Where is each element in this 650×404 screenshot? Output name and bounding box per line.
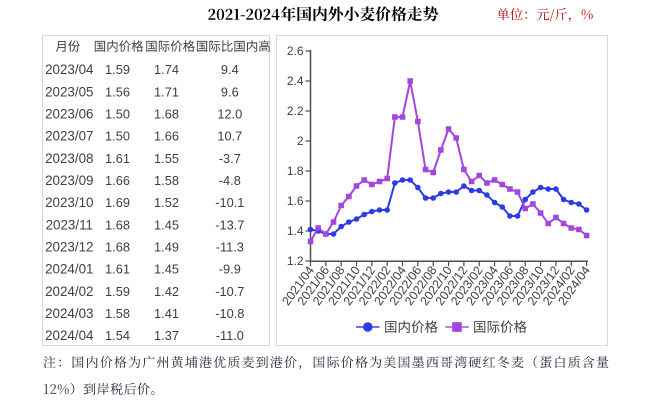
svg-text:-9.9: -9.9 <box>219 262 241 277</box>
svg-text:1.42: 1.42 <box>154 284 179 299</box>
svg-text:1.49: 1.49 <box>154 240 179 255</box>
svg-text:1.2: 1.2 <box>287 254 304 268</box>
svg-text:-11.3: -11.3 <box>216 240 244 255</box>
svg-text:1.68: 1.68 <box>105 240 130 255</box>
svg-text:2024/01: 2024/01 <box>45 262 93 277</box>
svg-text:2023/11: 2023/11 <box>46 217 93 232</box>
svg-text:9.4: 9.4 <box>221 62 239 77</box>
svg-text:1.50: 1.50 <box>105 106 130 121</box>
svg-text:1.66: 1.66 <box>154 129 179 144</box>
svg-text:2023/06: 2023/06 <box>45 106 93 121</box>
svg-text:2023/07: 2023/07 <box>45 129 93 144</box>
svg-text:10.7: 10.7 <box>217 129 242 144</box>
svg-text:1.6: 1.6 <box>287 194 304 208</box>
svg-text:2.2: 2.2 <box>287 104 304 118</box>
svg-text:2024/02: 2024/02 <box>45 284 93 299</box>
svg-text:1.58: 1.58 <box>154 173 179 188</box>
svg-text:1.68: 1.68 <box>154 106 179 121</box>
svg-text:1.45: 1.45 <box>154 262 179 277</box>
svg-text:-10.7: -10.7 <box>215 284 244 299</box>
svg-text:1.59: 1.59 <box>105 284 130 299</box>
svg-text:1.54: 1.54 <box>105 328 130 343</box>
svg-text:1.61: 1.61 <box>105 151 130 166</box>
svg-text:1.41: 1.41 <box>154 306 179 321</box>
svg-text:1.45: 1.45 <box>154 217 179 232</box>
svg-text:1.52: 1.52 <box>154 195 179 210</box>
svg-text:1.37: 1.37 <box>154 328 179 343</box>
svg-text:-3.7: -3.7 <box>219 151 241 166</box>
svg-text:1.56: 1.56 <box>105 84 130 99</box>
svg-text:2023/05: 2023/05 <box>45 84 93 99</box>
svg-text:2023/09: 2023/09 <box>45 173 93 188</box>
svg-text:2024/04: 2024/04 <box>45 328 94 343</box>
svg-text:1.74: 1.74 <box>154 62 179 77</box>
svg-text:9.6: 9.6 <box>221 84 239 99</box>
svg-text:1.71: 1.71 <box>154 84 179 99</box>
svg-text:2.6: 2.6 <box>287 44 304 58</box>
svg-text:2.4: 2.4 <box>287 74 304 88</box>
svg-text:-10.8: -10.8 <box>215 306 244 321</box>
svg-text:-4.8: -4.8 <box>219 173 241 188</box>
svg-text:1.8: 1.8 <box>287 164 304 178</box>
svg-text:2023/08: 2023/08 <box>45 151 93 166</box>
svg-text:-10.1: -10.1 <box>215 195 244 210</box>
svg-text:1.50: 1.50 <box>105 129 130 144</box>
svg-text:-13.7: -13.7 <box>215 217 244 232</box>
svg-text:1.58: 1.58 <box>105 306 130 321</box>
svg-text:1.68: 1.68 <box>105 217 130 232</box>
svg-text:2024/03: 2024/03 <box>45 306 93 321</box>
svg-text:2023/10: 2023/10 <box>45 195 93 210</box>
svg-text:1.55: 1.55 <box>154 151 179 166</box>
svg-text:2023/12: 2023/12 <box>45 240 93 255</box>
svg-text:2023/04: 2023/04 <box>45 62 94 77</box>
svg-text:2: 2 <box>297 134 304 148</box>
svg-text:1.61: 1.61 <box>105 262 130 277</box>
svg-text:1.66: 1.66 <box>105 173 130 188</box>
svg-text:-11.0: -11.0 <box>216 328 244 343</box>
svg-text:1.69: 1.69 <box>105 195 130 210</box>
svg-text:1.59: 1.59 <box>105 62 130 77</box>
svg-text:12.0: 12.0 <box>217 106 242 121</box>
svg-text:1.4: 1.4 <box>287 224 304 238</box>
